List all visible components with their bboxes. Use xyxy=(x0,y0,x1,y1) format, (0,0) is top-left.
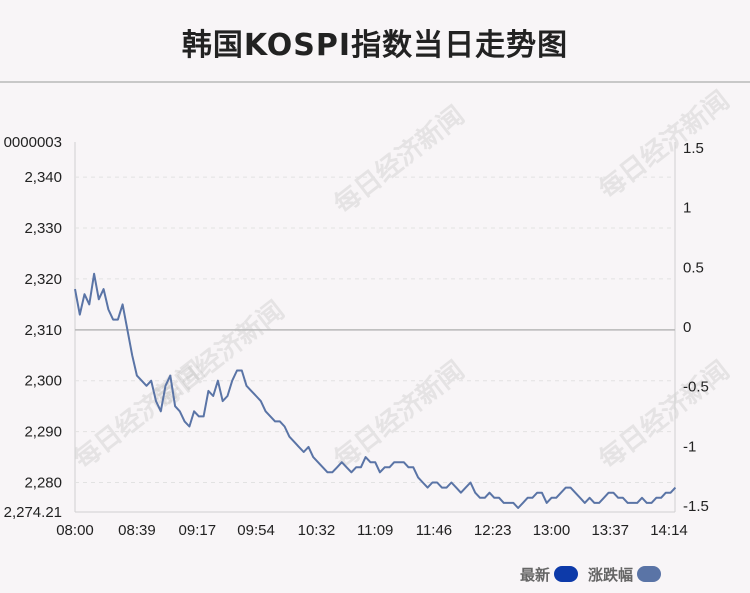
y-tick-label-left: 2,320 xyxy=(24,271,62,288)
series-line xyxy=(74,272,677,509)
y-tick-label-right: -1 xyxy=(683,438,696,455)
y-tick-label-right: 0 xyxy=(683,319,691,336)
y-tick-label-left: 2,300 xyxy=(24,373,62,390)
x-tick-label: 09:54 xyxy=(237,522,275,539)
legend-latest-label: 最新 xyxy=(520,565,551,584)
x-tick-label: 12:23 xyxy=(474,522,512,539)
x-tick-label: 13:37 xyxy=(591,522,629,539)
x-tick-label: 14:14 xyxy=(650,522,688,539)
chart-title: 韩国KOSPI指数当日走势图 xyxy=(181,28,569,63)
legend-latest-swatch xyxy=(554,566,579,582)
x-tick-label: 10:32 xyxy=(298,522,336,539)
y-tick-label-left: 2,330 xyxy=(24,220,62,237)
x-tick-label: 11:46 xyxy=(416,522,452,539)
y-tick-label-right: 0.5 xyxy=(683,259,704,276)
legend-item-change[interactable]: 涨跌幅 xyxy=(588,564,662,585)
title-divider xyxy=(0,81,750,83)
legend-item-latest[interactable]: 最新 xyxy=(520,564,579,585)
legend-change-swatch xyxy=(637,566,662,582)
y-tick-label-left: 0000003 xyxy=(4,134,62,151)
x-tick-label: 11:09 xyxy=(357,522,393,539)
y-tick-label-right: -1.5 xyxy=(683,498,709,515)
y-tick-label-left: 2,310 xyxy=(24,322,62,339)
x-tick-label: 09:17 xyxy=(179,522,217,539)
x-tick-label: 08:39 xyxy=(118,522,156,539)
legend: 最新 涨跌幅 xyxy=(520,562,662,586)
y-tick-label-right: 1 xyxy=(683,200,691,217)
x-tick-label: 08:00 xyxy=(56,522,94,539)
y-tick-label-left: 2,290 xyxy=(24,424,62,441)
y-tick-label-left: 2,340 xyxy=(24,169,62,186)
y-tick-label-left: 2,280 xyxy=(24,475,62,492)
legend-change-label: 涨跌幅 xyxy=(588,565,634,584)
y-tick-label-right: 1.5 xyxy=(683,140,704,157)
y-tick-label-left: 2,274.21 xyxy=(4,504,62,521)
x-tick-label: 13:00 xyxy=(533,522,571,539)
y-tick-label-right: -0.5 xyxy=(683,379,709,396)
